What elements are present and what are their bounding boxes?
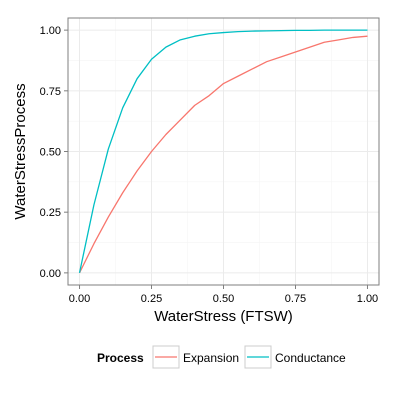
x-axis-title: WaterStress (FTSW) bbox=[154, 308, 293, 325]
legend-label: Conductance bbox=[275, 351, 346, 365]
y-axis-ticks: 0.00 0.25 0.50 0.75 1.00 bbox=[40, 25, 68, 280]
x-tick-label: 0.25 bbox=[141, 293, 162, 305]
x-tick-label: 0.50 bbox=[213, 293, 234, 305]
y-tick-label: 0.00 bbox=[40, 268, 61, 280]
y-tick-label: 0.50 bbox=[40, 147, 61, 159]
x-tick-label: 0.00 bbox=[69, 293, 90, 305]
series-line-conductance bbox=[78, 29, 368, 273]
legend-item-conductance: Conductance bbox=[244, 345, 346, 369]
legend: Process Expansion Conductance bbox=[97, 345, 346, 369]
y-tick-label: 0.75 bbox=[40, 86, 61, 98]
y-axis-title: WaterStressProcess bbox=[12, 83, 29, 219]
legend-item-expansion: Expansion bbox=[152, 345, 239, 369]
x-axis-ticks: 0.00 0.25 0.50 0.75 1.00 bbox=[69, 285, 378, 305]
x-tick-label: 1.00 bbox=[357, 293, 378, 305]
y-tick-label: 0.25 bbox=[40, 207, 61, 219]
series-lines bbox=[78, 29, 368, 274]
x-tick-label: 0.75 bbox=[285, 293, 306, 305]
legend-label: Expansion bbox=[183, 351, 239, 365]
legend-title: Process bbox=[97, 351, 144, 365]
y-tick-label: 1.00 bbox=[40, 25, 61, 37]
series-line-expansion bbox=[78, 35, 368, 274]
legend-items: Expansion Conductance bbox=[152, 345, 346, 369]
